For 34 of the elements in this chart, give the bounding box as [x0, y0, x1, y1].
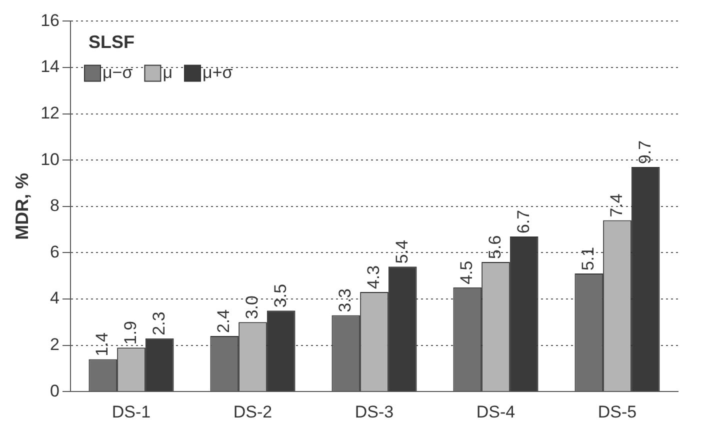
legend-label: μ — [162, 62, 173, 82]
data-label: 5.6 — [485, 235, 504, 259]
y-tick-label: 0 — [50, 381, 60, 400]
y-tick-label: 10 — [40, 150, 60, 169]
data-label: 3.5 — [270, 284, 290, 308]
data-label: 2.3 — [149, 312, 168, 336]
data-label: 3.0 — [242, 296, 262, 320]
legend-label: μ+σ — [202, 62, 234, 82]
x-tick-label: DS-1 — [112, 402, 151, 422]
data-label: 6.7 — [514, 210, 533, 234]
data-label: 2.4 — [214, 309, 234, 334]
legend-title: SLSF — [88, 32, 135, 52]
data-label: 5.1 — [578, 246, 598, 271]
data-label: 9.7 — [635, 140, 654, 164]
y-tick-label: 2 — [50, 334, 60, 354]
x-tick-label: DS-5 — [598, 402, 637, 422]
data-label: 1.9 — [120, 320, 140, 345]
data-label: 1.4 — [92, 332, 112, 356]
y-tick-label: 8 — [50, 196, 60, 216]
data-label: 7.4 — [606, 194, 626, 218]
y-axis-title: MDR, % — [12, 172, 32, 240]
data-label: 3.3 — [336, 288, 355, 312]
y-tick-label: 14 — [40, 57, 60, 76]
x-tick-label: DS-3 — [354, 402, 394, 422]
data-label: 4.3 — [364, 265, 383, 290]
legend-label: μ−σ — [102, 62, 134, 82]
data-label: 5.4 — [392, 240, 412, 264]
y-tick-label: 12 — [40, 103, 60, 122]
y-tick-label: 6 — [50, 242, 60, 262]
x-tick-label: DS-2 — [233, 402, 272, 422]
x-tick-label: DS-4 — [476, 402, 516, 422]
y-tick-label: 4 — [50, 288, 60, 308]
y-tick-label: 16 — [40, 10, 60, 30]
data-label: 4.5 — [457, 260, 476, 284]
